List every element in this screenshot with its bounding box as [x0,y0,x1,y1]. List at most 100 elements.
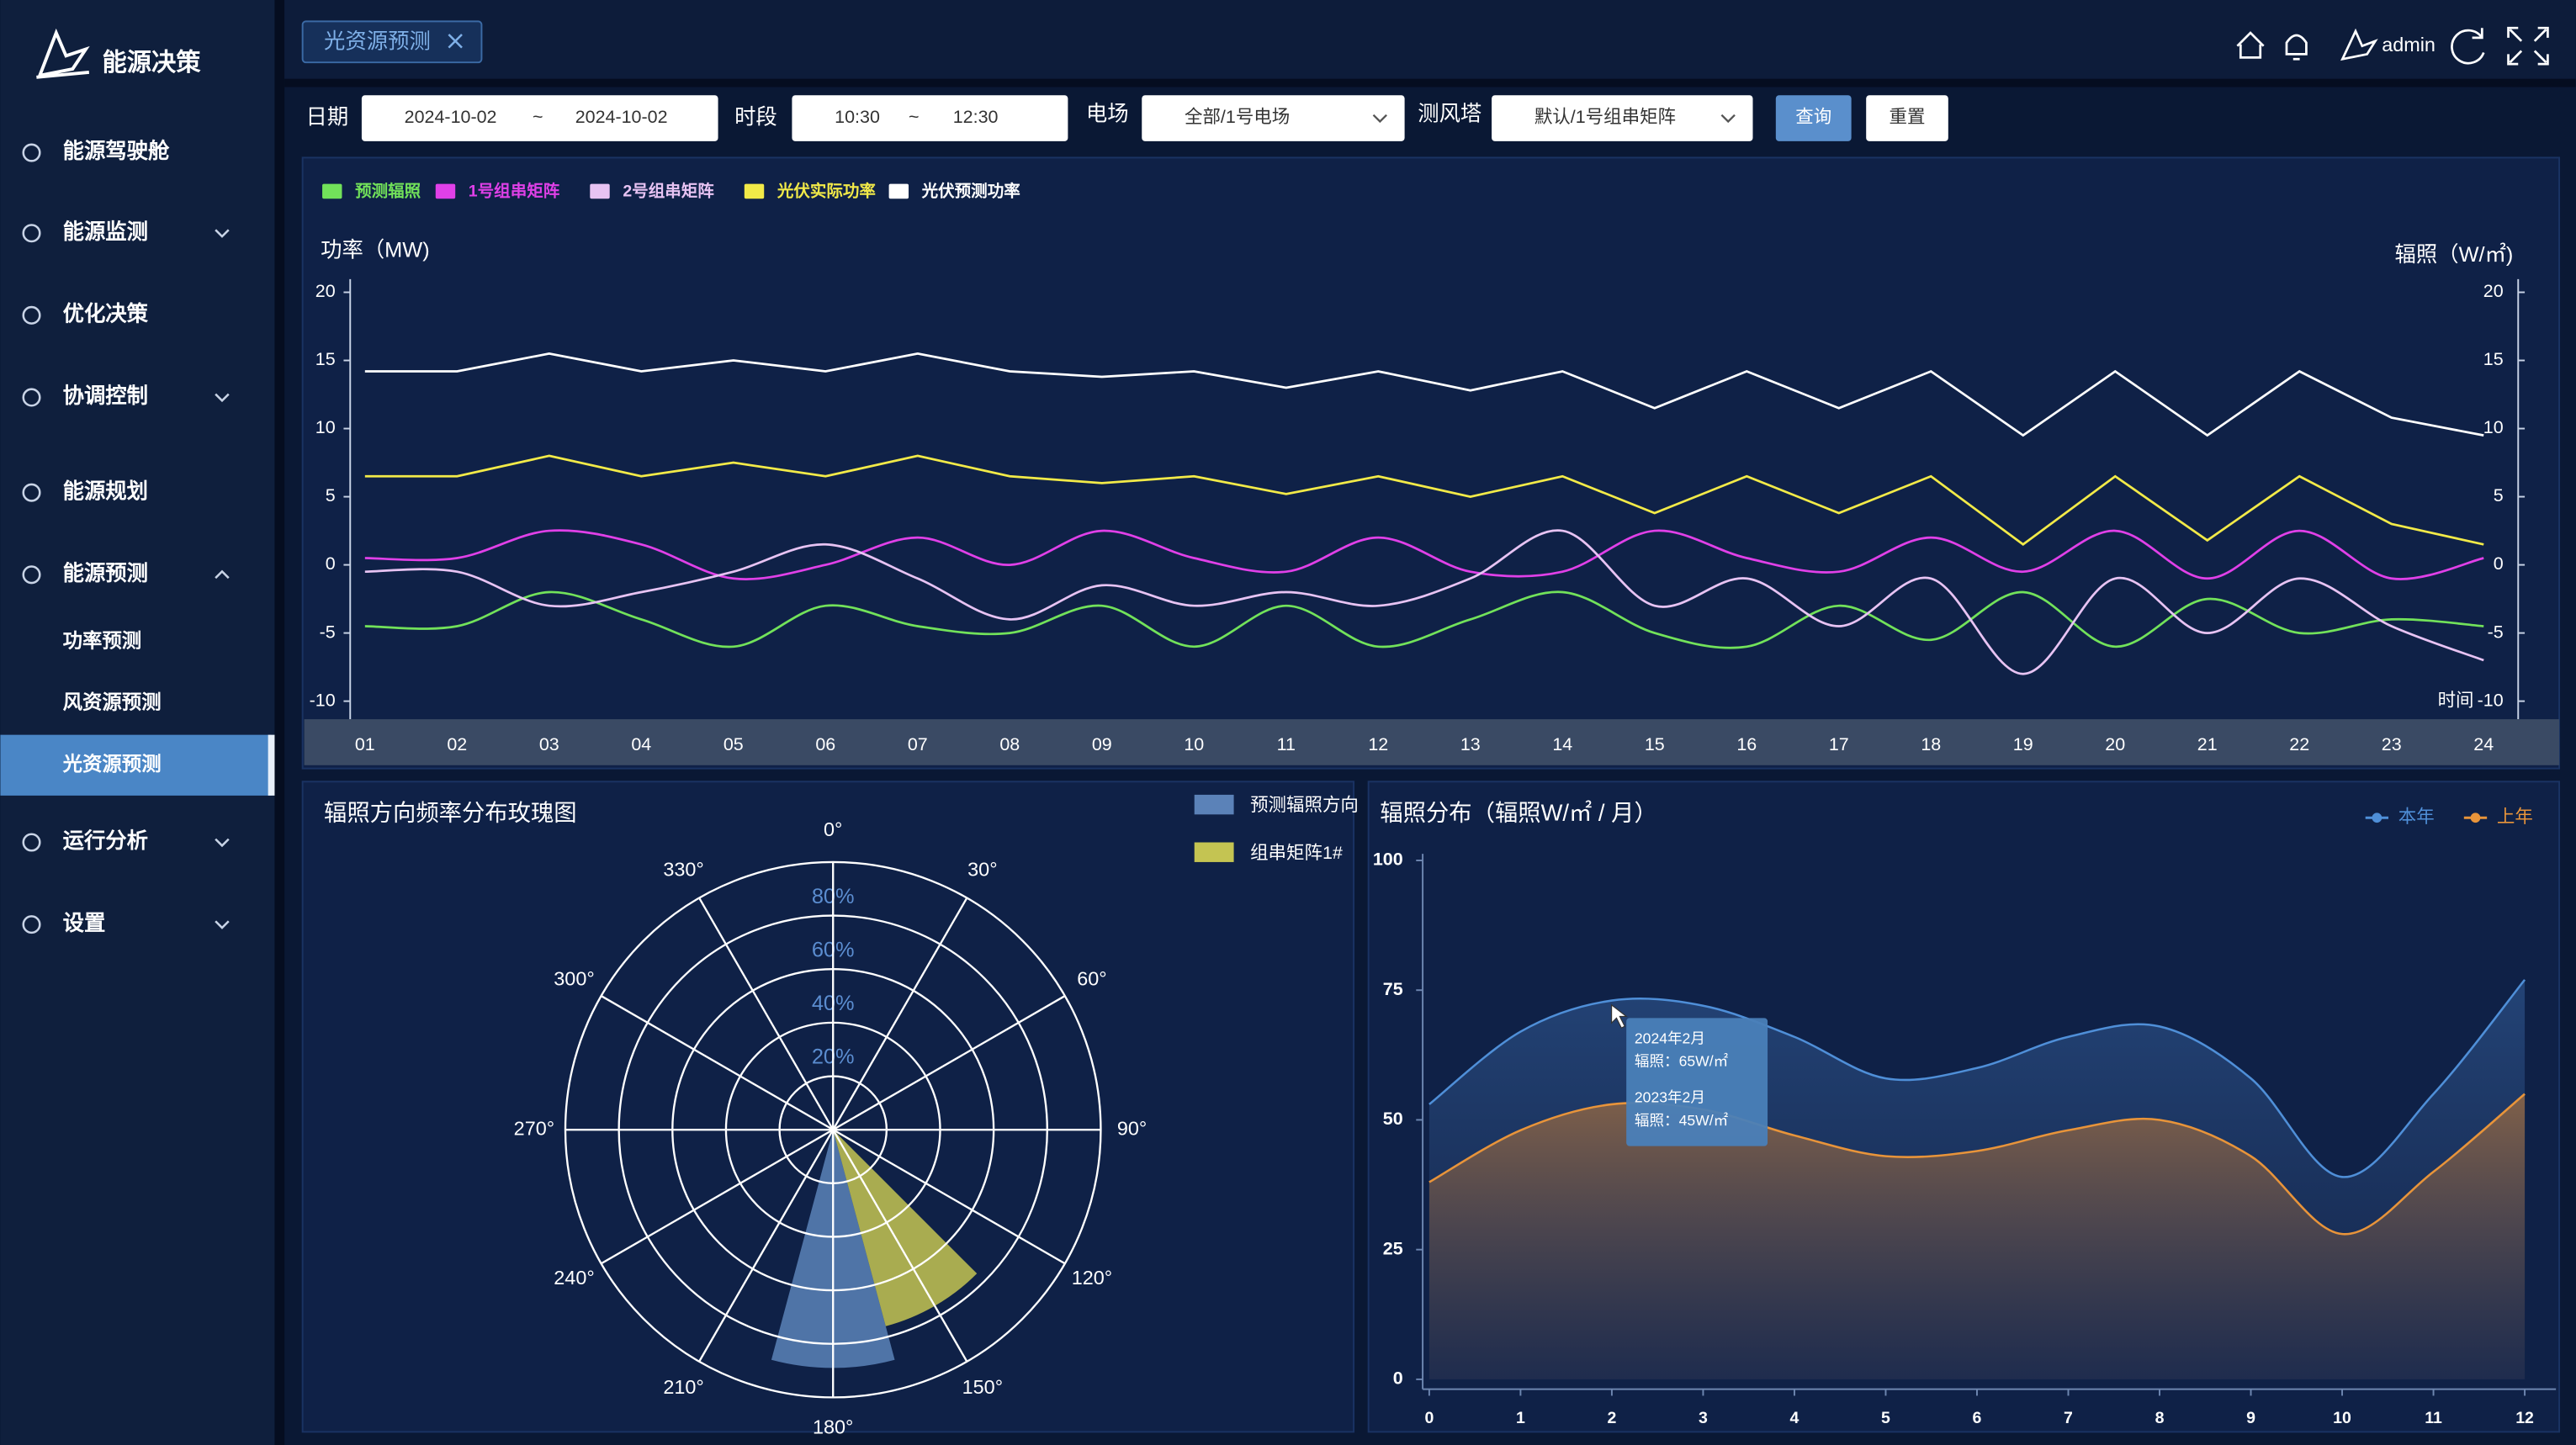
angle-label: 90° [1117,1117,1147,1139]
legend-label[interactable]: 2号组串矩阵 [623,182,714,201]
y-axis-title: 功率（MW) [321,238,430,262]
menu-icon [22,143,41,162]
time-end: 12:30 [953,107,999,127]
menu-item[interactable]: 能源预测 [63,561,148,585]
y-tick-label: -10 [310,690,336,710]
x-tick-label: 4 [1790,1409,1799,1427]
legend-label[interactable]: 本年 [2398,807,2435,827]
chevron-icon [215,393,230,403]
legend-label[interactable]: 组串矩阵1# [1250,843,1343,863]
time-input[interactable] [792,95,1068,141]
x-tick-label: 17 [1829,734,1849,754]
sidebar [0,0,275,1445]
x-tick-label: 08 [999,734,1020,754]
menu-item[interactable]: 设置 [63,912,106,935]
y-tick-label: 20 [315,281,336,301]
x-tick-label: 2 [1607,1409,1616,1427]
user-name[interactable]: admin [2382,34,2436,56]
menu-icon [22,565,41,585]
menu-item[interactable]: 能源监测 [63,220,148,244]
series-line [1428,979,2526,1178]
x-tick-label: 8 [2155,1409,2165,1427]
x-tick-label: 1 [1516,1409,1525,1427]
legend-label[interactable]: 1号组串矩阵 [469,182,560,201]
tower-select[interactable] [1492,95,1753,141]
sidebar-divider [274,0,285,1445]
field-select[interactable] [1142,95,1405,141]
legend-swatch [1194,794,1234,815]
tab-close-icon[interactable] [448,34,463,49]
menu-icon [22,915,41,934]
menu-item[interactable]: 运行分析 [63,828,148,853]
x-tick-label: 16 [1736,734,1757,754]
query-button[interactable] [1775,95,1852,141]
x-tick-label: 9 [2246,1409,2255,1427]
angle-label: 330° [663,859,703,881]
bell-icon[interactable] [2285,34,2308,61]
menu-item[interactable]: 优化决策 [63,302,149,326]
y-tick-label: 0 [326,553,336,574]
legend-dot [2372,812,2383,823]
home-icon[interactable] [2236,31,2265,59]
x-tick-label: 11 [1277,734,1296,754]
y-tick-label: 10 [315,417,336,437]
date-separator: ~ [533,107,543,127]
filter-label: 测风塔 [1418,102,1481,125]
fullscreen-icon[interactable] [2507,26,2549,66]
menu-item[interactable]: 协调控制 [63,384,148,408]
reset-button-label[interactable]: 重置 [1890,107,1926,127]
menu-item[interactable]: 能源驾驶舱 [63,139,170,163]
angle-spoke [601,1129,834,1265]
tab[interactable] [301,20,483,64]
y2-tick-label: 0 [2494,553,2504,574]
active-menu-bg [0,734,272,796]
legend-label[interactable]: 预测辐照方向 [1250,795,1359,815]
x-axis-band [304,719,2560,765]
angle-spoke [698,1129,835,1363]
x-tick-label: 18 [1921,734,1941,754]
legend-label[interactable]: 预测辐照 [355,182,421,201]
submenu-item[interactable]: 光资源预测 [62,753,162,775]
y2-tick-label: 20 [2483,281,2504,301]
x-tick-label: 15 [1645,734,1665,754]
x-tick-label: 14 [1552,734,1572,754]
menu-item[interactable]: 能源规划 [63,479,148,503]
x-tick-label: 07 [908,734,928,754]
legend-swatch [435,183,456,199]
x-tick-label: 03 [539,734,559,754]
chevron-icon [215,569,230,580]
x-tick-label: 21 [2197,734,2218,754]
logo-text: 能源决策 [102,48,201,77]
filter-label: 电场 [1086,102,1129,125]
legend-label[interactable]: 上年 [2497,807,2533,827]
legend-label[interactable]: 光伏实际功率 [777,182,876,201]
legend-swatch [888,183,909,199]
query-button-label[interactable]: 查询 [1795,107,1831,127]
legend-dot [2470,812,2481,823]
chevron-icon [215,920,230,929]
tooltip-text: 辐照：65W/㎡ [1635,1053,1729,1070]
series-area [1428,1093,2526,1379]
series-line [364,529,2484,675]
user-logo-icon [2340,28,2378,61]
submenu-item[interactable]: 功率预测 [63,629,142,652]
x-tick-label: 04 [631,734,651,754]
chart-title: 辐照方向频率分布玫瑰图 [324,800,577,826]
submenu-item[interactable]: 风资源预测 [63,691,162,713]
legend-label[interactable]: 光伏预测功率 [921,182,1020,201]
x-tick-label: 7 [2064,1409,2073,1427]
time-start: 10:30 [835,107,880,127]
x-tick-label: 23 [2382,734,2402,754]
legend-swatch [590,183,610,199]
logo-icon [36,28,90,79]
y-tick-label: 0 [1393,1368,1403,1389]
x-tick-label: 24 [2473,734,2494,754]
angle-label: 270° [514,1117,554,1139]
refresh-icon[interactable] [2451,28,2485,65]
menu-icon [22,833,41,852]
angle-label: 210° [663,1376,703,1398]
series-line [1428,1093,2526,1236]
date-input[interactable] [361,95,718,141]
reset-button[interactable] [1866,95,1948,141]
